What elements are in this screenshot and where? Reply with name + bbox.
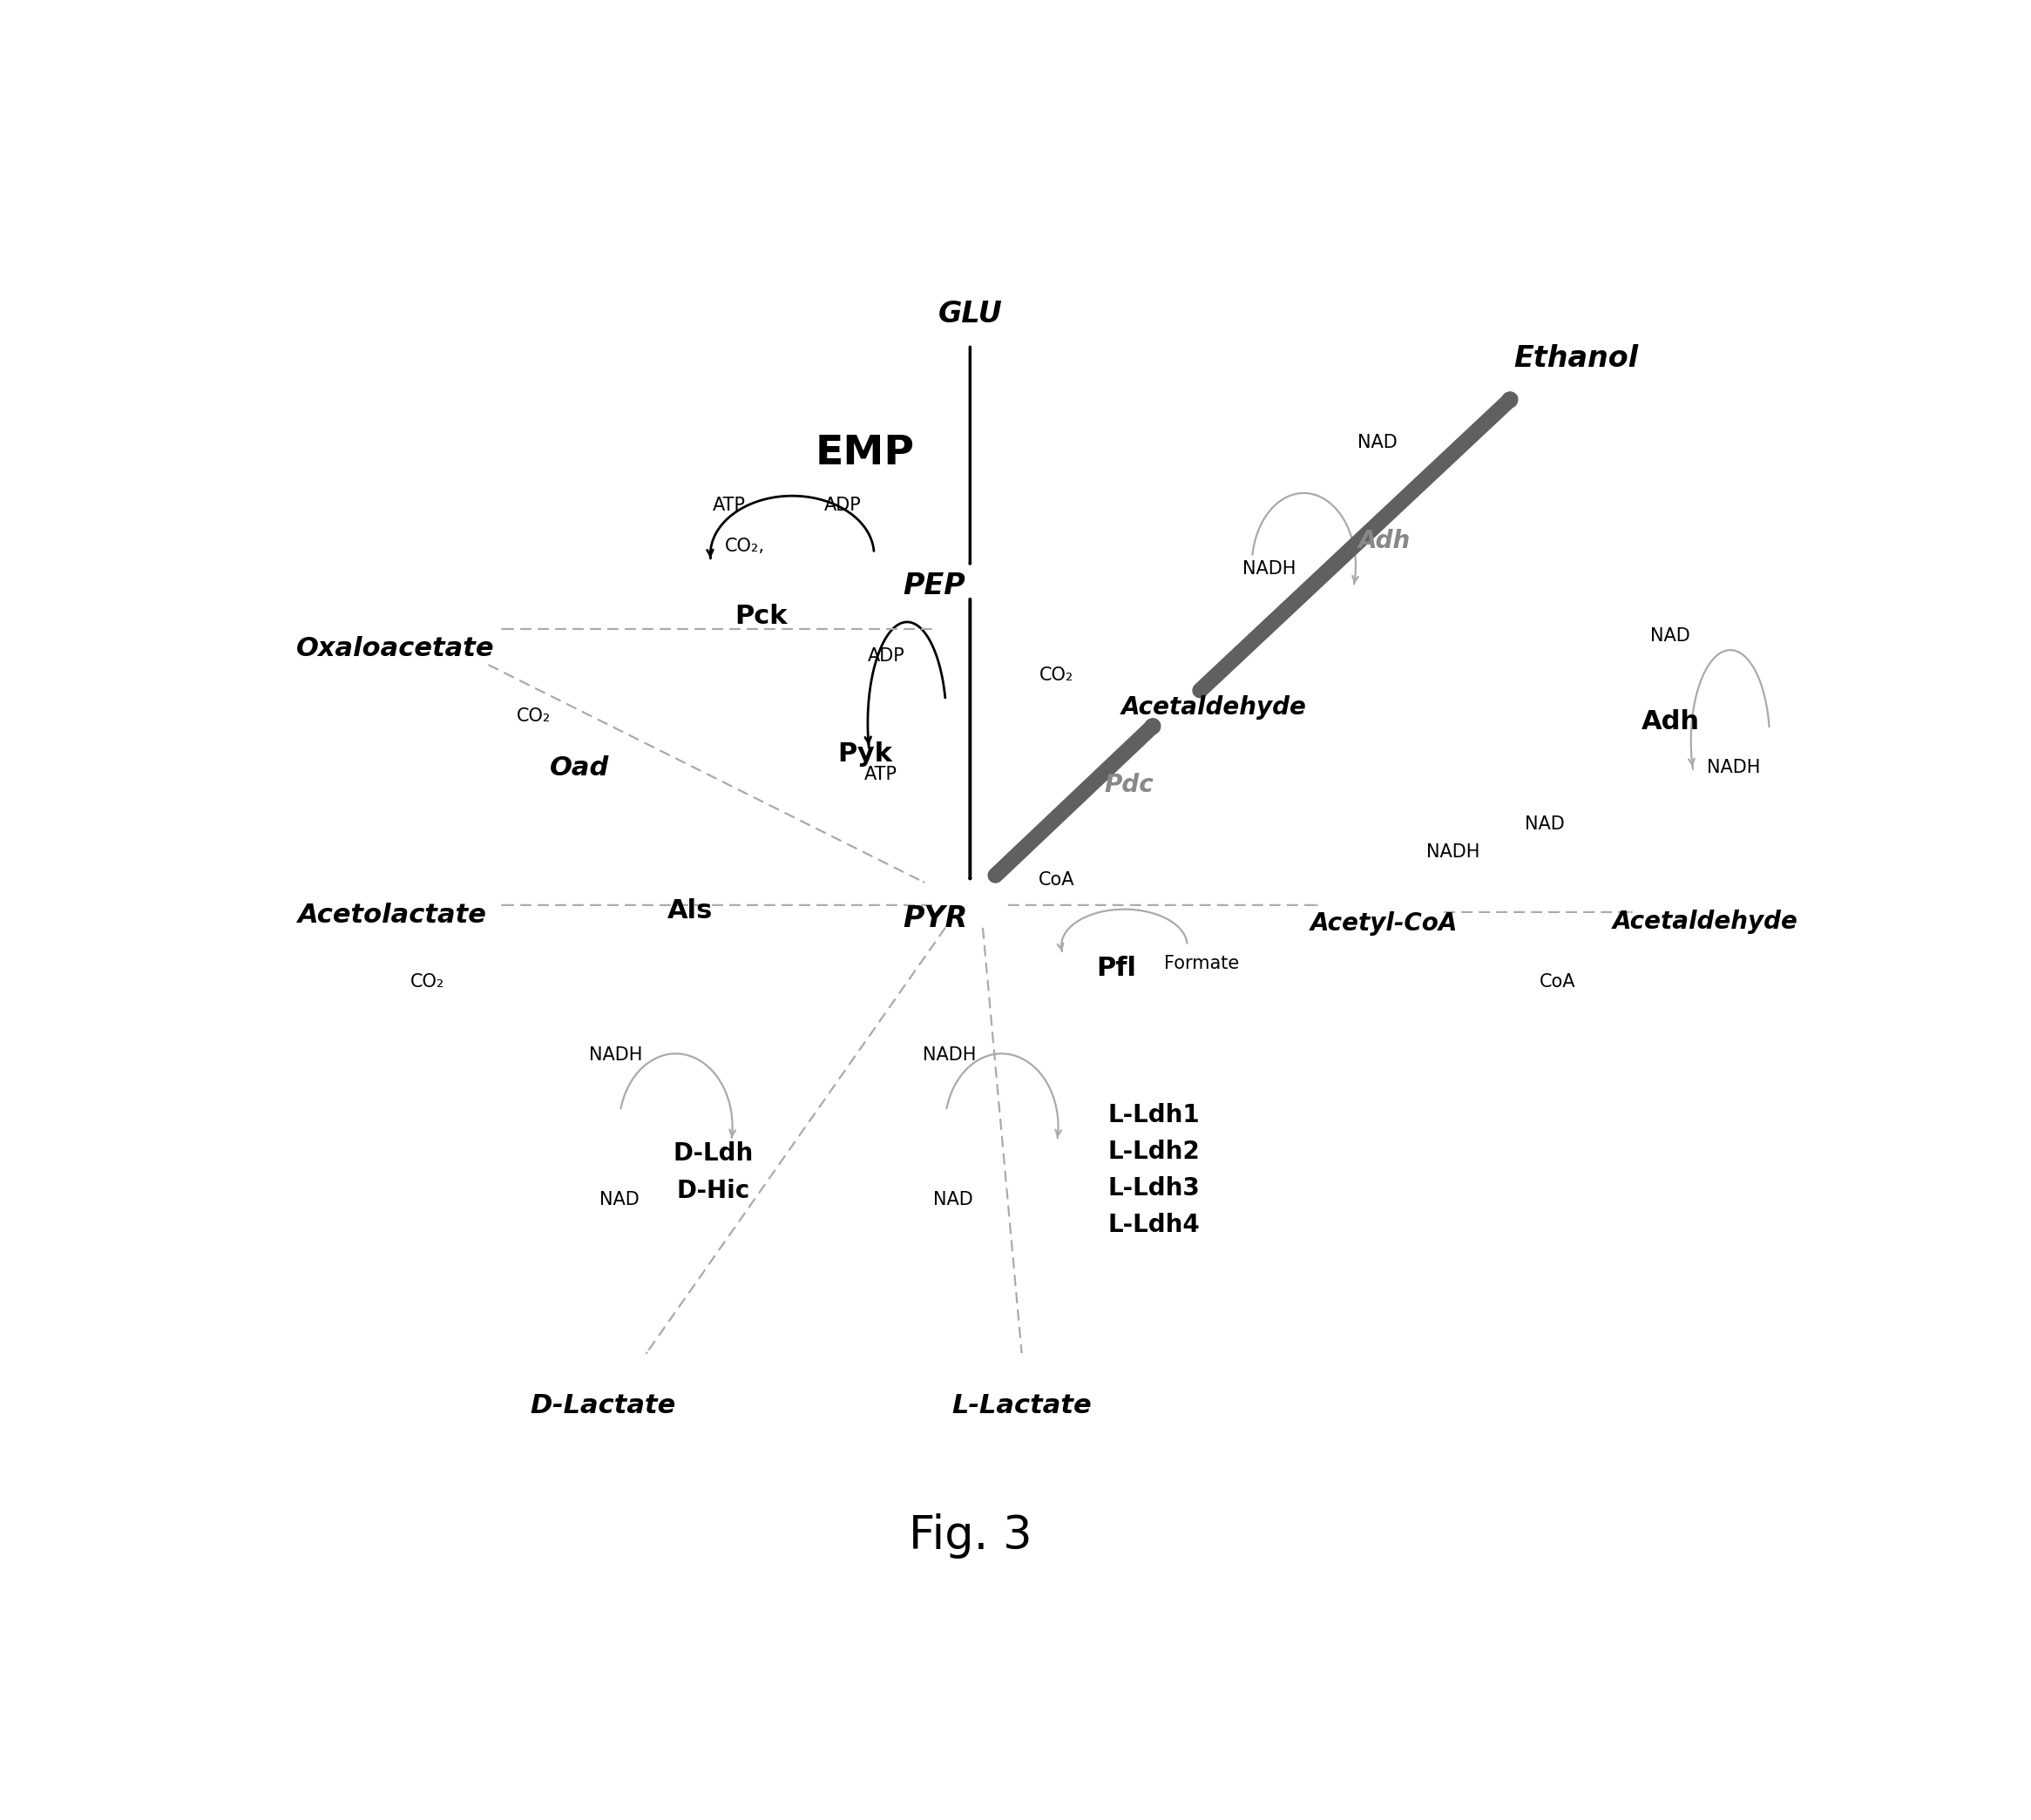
- Text: CO₂: CO₂: [518, 708, 550, 724]
- Text: Formate: Formate: [1164, 956, 1239, 972]
- Text: D-Hic: D-Hic: [676, 1179, 749, 1203]
- Text: EMP: EMP: [814, 435, 914, 473]
- Text: ADP: ADP: [825, 497, 861, 515]
- Text: Oad: Oad: [550, 755, 609, 781]
- Text: NAD: NAD: [1651, 628, 1690, 644]
- Text: NADH: NADH: [1706, 759, 1761, 777]
- Text: L-Ldh2: L-Ldh2: [1109, 1139, 1200, 1165]
- Text: Oxaloacetate: Oxaloacetate: [297, 635, 496, 661]
- Text: NADH: NADH: [922, 1046, 977, 1063]
- Text: Acetaldehyde: Acetaldehyde: [1121, 695, 1306, 719]
- Text: NADH: NADH: [1426, 843, 1481, 861]
- Text: ATP: ATP: [863, 766, 898, 783]
- Text: NADH: NADH: [589, 1046, 642, 1063]
- Text: NAD: NAD: [1359, 433, 1397, 451]
- Text: Adh: Adh: [1359, 528, 1410, 553]
- Text: PEP: PEP: [902, 571, 965, 601]
- Text: ATP: ATP: [713, 497, 745, 515]
- Text: CoA: CoA: [1038, 872, 1074, 888]
- Text: Pyk: Pyk: [837, 741, 892, 766]
- Text: NAD: NAD: [599, 1190, 640, 1208]
- Text: Pdc: Pdc: [1105, 772, 1154, 797]
- Text: D-Ldh: D-Ldh: [674, 1141, 754, 1165]
- Text: Pck: Pck: [735, 604, 788, 630]
- Text: Acetaldehyde: Acetaldehyde: [1613, 910, 1797, 934]
- Text: CoA: CoA: [1539, 974, 1576, 990]
- Text: Pfl: Pfl: [1097, 956, 1137, 981]
- Text: L-Lactate: L-Lactate: [953, 1392, 1093, 1418]
- Text: L-Ldh4: L-Ldh4: [1109, 1212, 1200, 1238]
- Text: ADP: ADP: [867, 646, 906, 664]
- Text: NAD: NAD: [1525, 815, 1564, 832]
- Text: CO₂: CO₂: [410, 974, 445, 990]
- Text: Adh: Adh: [1641, 708, 1700, 733]
- Text: CO₂: CO₂: [1040, 666, 1074, 684]
- Text: Ethanol: Ethanol: [1513, 344, 1639, 373]
- Text: NADH: NADH: [1243, 561, 1296, 577]
- Text: L-Ldh3: L-Ldh3: [1109, 1176, 1200, 1201]
- Text: L-Ldh1: L-Ldh1: [1109, 1103, 1200, 1128]
- Text: PYR: PYR: [904, 905, 969, 934]
- Text: GLU: GLU: [938, 298, 1001, 328]
- Text: Fig. 3: Fig. 3: [908, 1512, 1032, 1558]
- Text: Acetyl-CoA: Acetyl-CoA: [1310, 912, 1458, 935]
- Text: Als: Als: [666, 897, 713, 923]
- Text: D-Lactate: D-Lactate: [530, 1392, 676, 1418]
- Text: CO₂,: CO₂,: [725, 537, 766, 555]
- Text: NAD: NAD: [932, 1190, 973, 1208]
- Text: Acetolactate: Acetolactate: [299, 903, 487, 928]
